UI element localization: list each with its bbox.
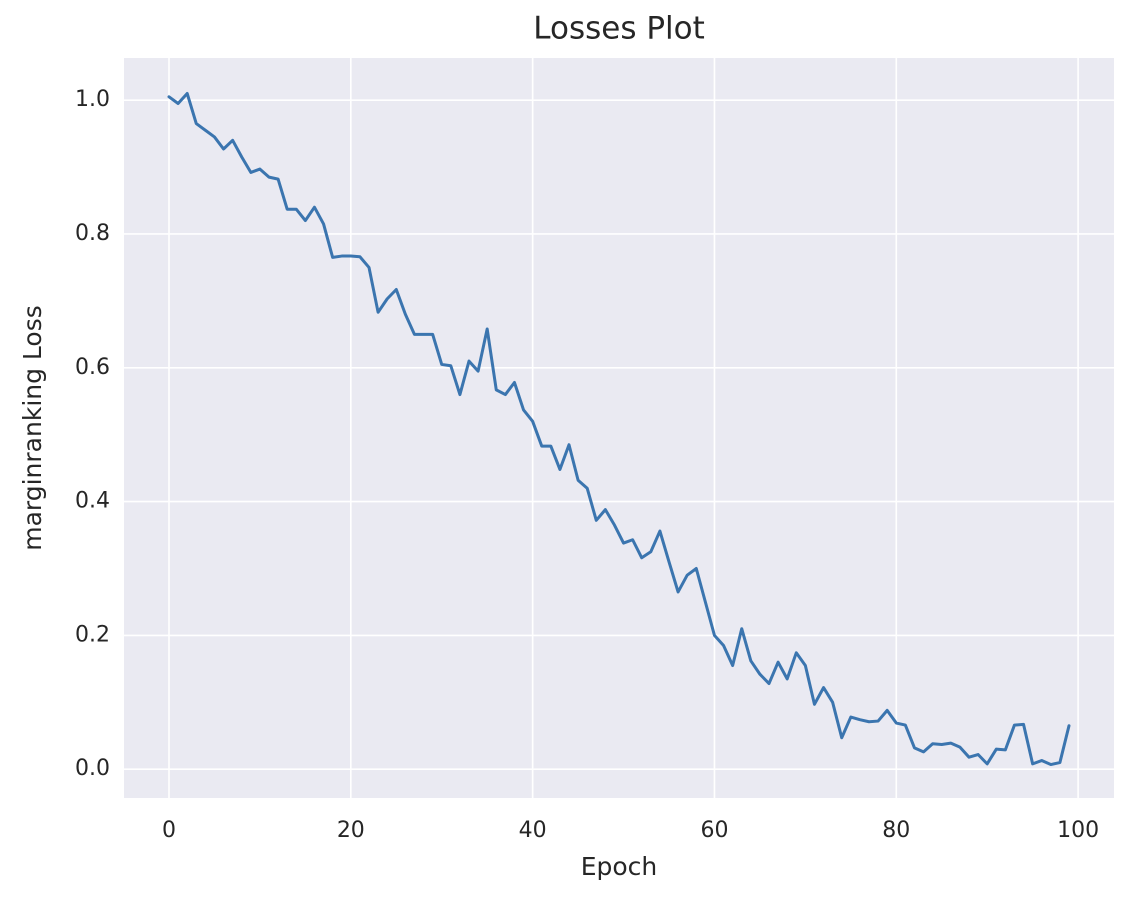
y-tick-label: 0.0 [75, 756, 110, 781]
x-tick-label: 80 [882, 818, 910, 843]
x-tick-label: 100 [1057, 818, 1099, 843]
y-tick-label: 0.2 [75, 622, 110, 647]
x-tick-label: 20 [337, 818, 365, 843]
y-tick-label: 0.4 [75, 489, 110, 514]
loss-line [167, 91, 1071, 767]
y-axis-label: marginranking Loss [18, 305, 47, 551]
x-tick-label: 60 [700, 818, 728, 843]
y-tick-label: 0.8 [75, 221, 110, 246]
x-tick-label: 40 [519, 818, 547, 843]
y-tick-label: 1.0 [75, 87, 110, 112]
y-tick-label: 0.6 [75, 355, 110, 380]
x-tick-label: 0 [162, 818, 176, 843]
plot-area [124, 58, 1114, 798]
x-axis-label: Epoch [581, 852, 658, 881]
grid [124, 58, 1114, 798]
chart-title: Losses Plot [533, 11, 705, 47]
